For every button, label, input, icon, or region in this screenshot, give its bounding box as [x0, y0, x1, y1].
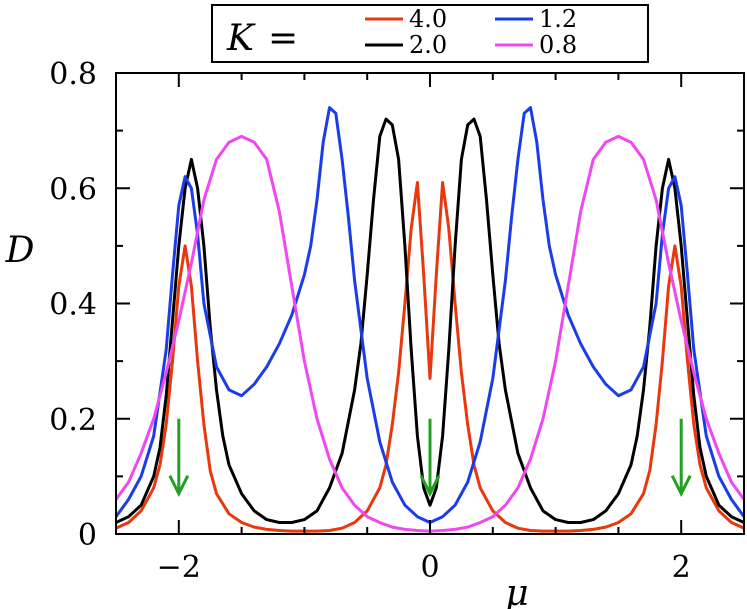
legend: K = 4.02.0 1.20.8 — [211, 4, 649, 63]
y-tick-label: 0.2 — [49, 403, 97, 438]
legend-label: 4.0 — [409, 5, 447, 33]
legend-items: 4.02.0 1.20.8 — [365, 5, 577, 59]
x-tick-label: 0 — [420, 550, 439, 585]
y-tick-label: 0.4 — [49, 288, 97, 323]
legend-item: 0.8 — [495, 31, 577, 59]
legend-title-eq: = — [268, 18, 298, 59]
arrow-annotation-0 — [168, 418, 190, 498]
legend-label: 0.8 — [539, 31, 577, 59]
y-tick-label: 0.8 — [49, 57, 97, 92]
y-tick-label: 0 — [78, 518, 97, 553]
y-tick-label: 0.6 — [49, 172, 97, 207]
x-axis-label: μ — [505, 573, 528, 609]
legend-box — [211, 4, 649, 63]
arrow-annotation-1 — [419, 418, 441, 498]
y-axis-label: D — [5, 230, 35, 271]
legend-item: 4.0 — [365, 5, 447, 33]
legend-label: 1.2 — [539, 5, 577, 33]
x-tick-label: −2 — [157, 550, 201, 585]
tick-layer: −2 0 2 0 0.2 0.4 0.6 0.8 — [49, 57, 745, 585]
legend-title-k: K — [226, 18, 256, 59]
legend-item: 2.0 — [365, 31, 447, 59]
x-tick-label: 2 — [672, 550, 691, 585]
arrow-layer — [168, 418, 692, 498]
legend-label: 2.0 — [409, 31, 447, 59]
series-line-0 — [116, 181, 744, 533]
legend-item: 1.2 — [495, 5, 577, 33]
arrow-annotation-2 — [670, 418, 692, 498]
